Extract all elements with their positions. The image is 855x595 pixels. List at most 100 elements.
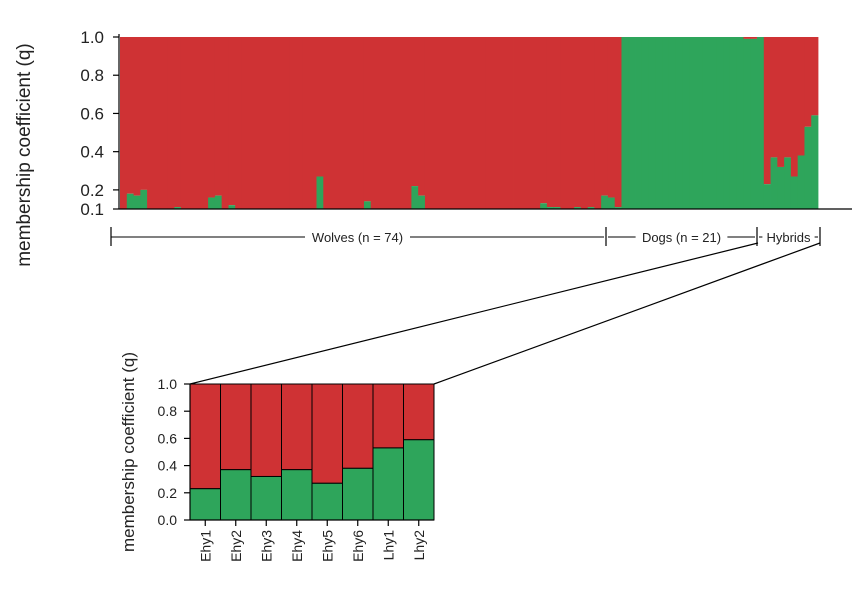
top-bar-dog-segment — [730, 37, 737, 209]
top-bar-wolf-segment — [289, 37, 296, 209]
top-bar-wolf-segment — [527, 37, 534, 209]
top-bar-wolf-segment — [188, 37, 195, 209]
top-bar-wolf-segment — [330, 37, 337, 209]
top-bar-wolf-segment — [228, 37, 235, 205]
top-bar-dog-segment — [676, 37, 683, 209]
top-bar-wolf-segment — [777, 37, 784, 167]
bottom-x-tick-label: Ehy2 — [228, 530, 244, 562]
zoom-line-right — [434, 243, 820, 384]
bottom-x-tick-label: Ehy3 — [258, 530, 274, 562]
bottom-bars — [190, 384, 434, 520]
top-bar-wolf-segment — [201, 37, 208, 209]
top-bar-wolf-segment — [310, 37, 317, 209]
top-bar-wolf-segment — [459, 37, 466, 209]
top-bar-wolf-segment — [764, 37, 771, 184]
top-bar-wolf-segment — [357, 37, 364, 209]
top-bar-dog-segment — [635, 37, 642, 209]
top-bar-dog-segment — [798, 155, 805, 209]
top-bar-wolf-segment — [554, 37, 561, 207]
top-bar-wolf-segment — [479, 37, 486, 209]
top-bar-wolf-segment — [798, 37, 805, 155]
top-bar-wolf-segment — [398, 37, 405, 209]
top-bar-wolf-segment — [608, 37, 615, 198]
bottom-bar-wolf-segment — [282, 384, 313, 470]
top-bar-wolf-segment — [364, 37, 371, 201]
top-bar-dog-segment — [791, 177, 798, 209]
bottom-x-tick-label: Ehy5 — [319, 530, 335, 562]
bottom-y-tick-label: 0.8 — [158, 403, 178, 419]
top-bar-wolf-segment — [154, 37, 161, 209]
top-structure-chart: membership coefficient (q) 0.10.20.40.60… — [14, 28, 852, 267]
top-y-ticks: 0.10.20.40.60.81.0 — [80, 28, 119, 219]
bottom-x-tick-label: Ehy6 — [350, 530, 366, 562]
zoom-line-left — [190, 243, 758, 384]
top-bar-wolf-segment — [513, 37, 520, 209]
top-bar-wolf-segment — [784, 37, 791, 157]
group-label: Wolves (n = 74) — [312, 230, 403, 245]
group-label: Dogs (n = 21) — [642, 230, 721, 245]
top-bar-wolf-segment — [371, 37, 378, 209]
top-bar-wolf-segment — [540, 37, 547, 203]
top-bar-dog-segment — [710, 37, 717, 209]
top-bar-wolf-segment — [581, 37, 588, 209]
top-bar-wolf-segment — [120, 37, 127, 209]
bottom-bar-dog-segment — [221, 470, 252, 520]
top-bar-dog-segment — [134, 196, 141, 209]
group-label: Hybrids — [766, 230, 811, 245]
bottom-bar-dog-segment — [282, 470, 313, 520]
top-bar-wolf-segment — [262, 37, 269, 209]
top-bar-dog-segment — [208, 198, 215, 209]
top-y-axis-label: membership coefficient (q) — [14, 43, 35, 267]
bottom-bar-wolf-segment — [343, 384, 374, 468]
top-bar-dog-segment — [317, 177, 324, 209]
top-bar-dog-segment — [411, 186, 418, 209]
top-bar-wolf-segment — [452, 37, 459, 209]
top-y-tick-label: 0.8 — [80, 66, 104, 85]
top-bar-dog-segment — [662, 37, 669, 209]
top-bar-dog-segment — [716, 37, 723, 209]
top-bar-wolf-segment — [601, 37, 608, 196]
top-bar-wolf-segment — [317, 37, 324, 177]
bottom-bar-wolf-segment — [221, 384, 252, 470]
top-bar-wolf-segment — [750, 37, 757, 39]
top-bar-dog-segment — [737, 37, 744, 209]
top-bar-wolf-segment — [276, 37, 283, 209]
top-bar-wolf-segment — [432, 37, 439, 209]
top-y-tick-label: 0.4 — [80, 143, 104, 162]
bottom-x-tick-label: Ehy1 — [197, 530, 213, 562]
bottom-bar-dog-segment — [343, 468, 374, 520]
top-bar-wolf-segment — [242, 37, 249, 209]
bottom-bar-dog-segment — [190, 489, 221, 520]
top-bar-dog-segment — [777, 167, 784, 209]
top-bar-dog-segment — [750, 39, 757, 209]
top-bar-wolf-segment — [567, 37, 574, 209]
top-bar-wolf-segment — [208, 37, 215, 198]
top-bar-dog-segment — [811, 115, 818, 209]
top-bar-dog-segment — [764, 184, 771, 209]
bottom-bar-wolf-segment — [404, 384, 435, 440]
top-bar-wolf-segment — [378, 37, 385, 209]
top-bar-wolf-segment — [804, 37, 811, 127]
top-bar-wolf-segment — [743, 37, 750, 39]
bottom-bar-wolf-segment — [190, 384, 221, 489]
top-bar-dog-segment — [655, 37, 662, 209]
bottom-y-ticks: 0.0 0.2 0.4 0.6 0.8 1.0 — [158, 376, 190, 528]
top-bar-wolf-segment — [391, 37, 398, 209]
top-bar-dog-segment — [628, 37, 635, 209]
bottom-x-tick-label: Lhy2 — [411, 530, 427, 561]
top-bar-wolf-segment — [486, 37, 493, 209]
bottom-bar-wolf-segment — [373, 384, 404, 448]
top-bar-wolf-segment — [588, 37, 595, 207]
bottom-x-tick-label: Lhy1 — [380, 530, 396, 561]
top-bar-wolf-segment — [466, 37, 473, 209]
bottom-bar-dog-segment — [404, 440, 435, 520]
top-bar-wolf-segment — [323, 37, 330, 209]
top-bar-wolf-segment — [222, 37, 229, 209]
bottom-y-tick-label: 0.2 — [158, 485, 178, 501]
top-bar-dog-segment — [215, 196, 222, 209]
top-bar-wolf-segment — [445, 37, 452, 209]
top-bar-wolf-segment — [405, 37, 412, 209]
top-bar-wolf-segment — [811, 37, 818, 115]
top-bar-wolf-segment — [615, 37, 622, 207]
